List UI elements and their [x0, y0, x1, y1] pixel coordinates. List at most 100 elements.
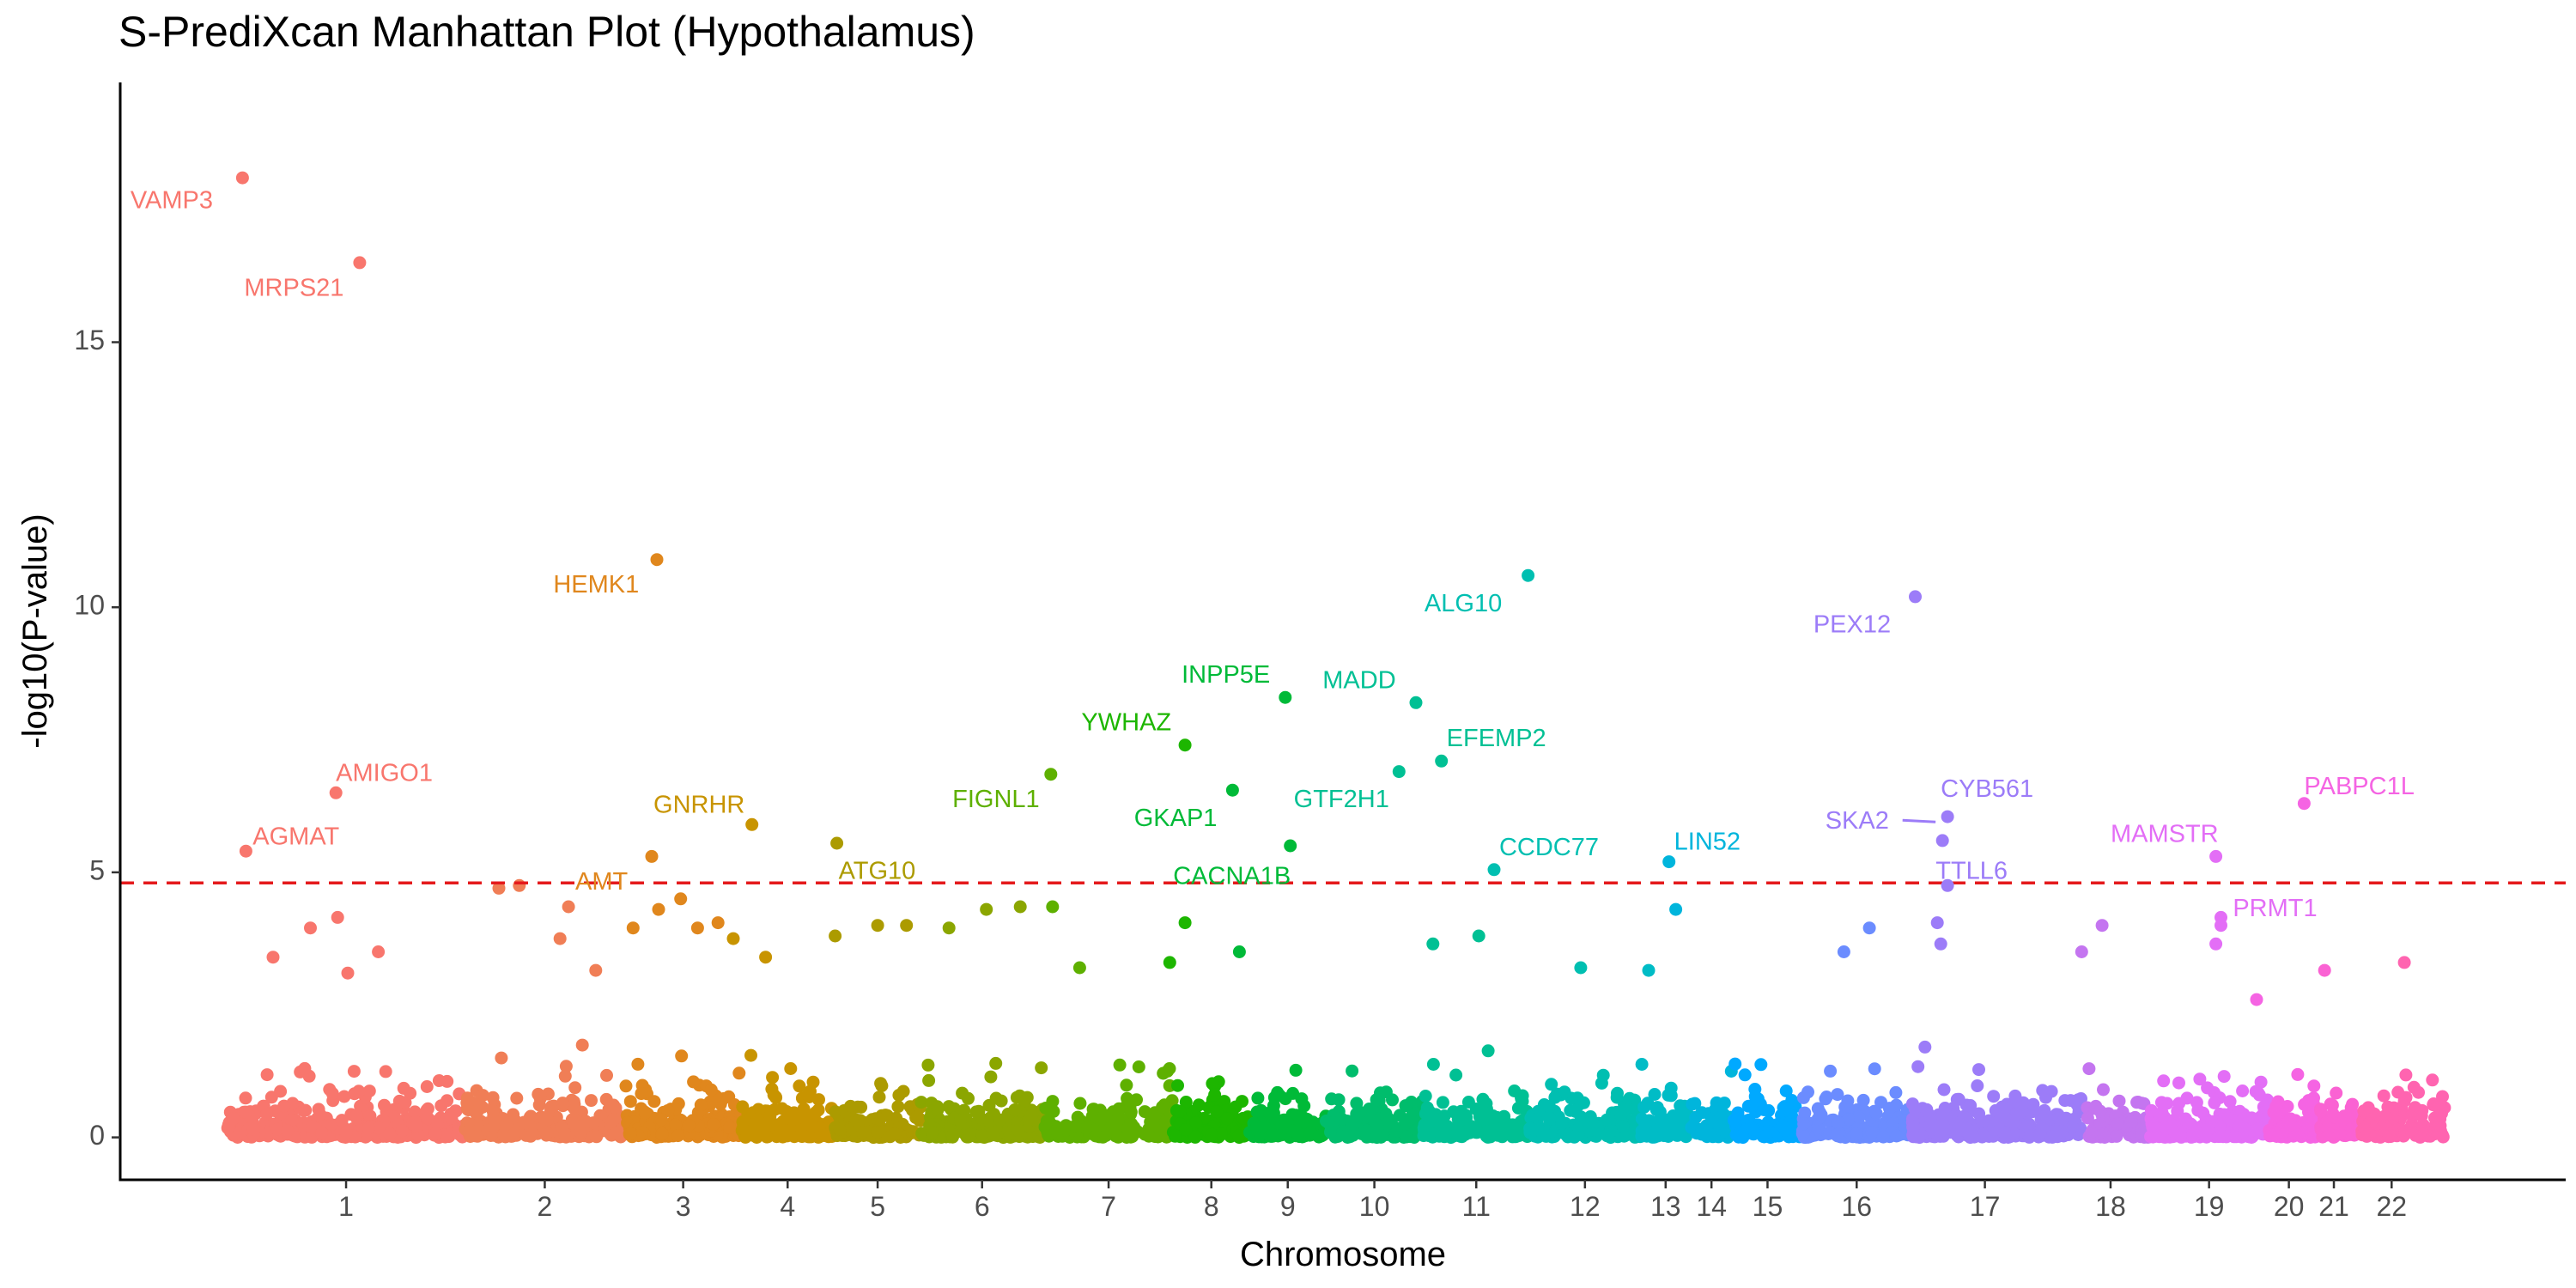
snp-point: [2071, 1093, 2085, 1107]
snp-point: [1374, 1086, 1387, 1100]
x-tick-label: 2: [538, 1191, 553, 1222]
snp-point: [285, 1114, 299, 1127]
snp-point: [1890, 1129, 1904, 1143]
snp-point: [299, 1103, 313, 1117]
snp-point: [1923, 1111, 1937, 1125]
snp-point: [590, 1130, 604, 1144]
snp-point: [982, 1098, 996, 1112]
snp-point: [1035, 1061, 1048, 1075]
snp-point: [1842, 1113, 1855, 1127]
x-tick-label: 12: [1570, 1191, 1601, 1222]
gene-label-lin52: LIN52: [1674, 829, 1741, 856]
peak-point: [652, 902, 665, 916]
snp-point: [1908, 1103, 1922, 1116]
snp-point: [1832, 1116, 1845, 1130]
snp-point: [635, 1087, 648, 1101]
gene-label-pabpc1l: PABPC1L: [2304, 773, 2414, 800]
snp-point: [1524, 1111, 1538, 1125]
snp-point: [1610, 1091, 1624, 1104]
snp-point: [306, 1120, 319, 1133]
snp-point: [1964, 1099, 1978, 1112]
snp-point: [647, 1095, 661, 1109]
snp-point: [1367, 1114, 1381, 1127]
gene-point-vamp3: [235, 171, 249, 185]
snp-point: [408, 1105, 422, 1119]
snp-point: [383, 1127, 397, 1141]
snp-point: [2191, 1103, 2205, 1117]
peak-point: [513, 878, 526, 892]
snp-point: [833, 1123, 847, 1136]
snp-point: [2093, 1117, 2107, 1131]
snp-point: [1400, 1130, 1413, 1144]
x-tick-label: 22: [2376, 1191, 2407, 1222]
snp-point: [1801, 1085, 1814, 1099]
snp-point: [1856, 1093, 1870, 1107]
snp-point: [1025, 1109, 1039, 1122]
snp-point: [1086, 1103, 1100, 1116]
snp-point: [1796, 1127, 1810, 1141]
gene-label-alg10: ALG10: [1425, 590, 1502, 617]
snp-point: [947, 1102, 961, 1115]
gene-point-atg10: [830, 836, 844, 850]
snp-point: [2217, 1070, 2231, 1084]
snp-point: [2254, 1075, 2268, 1089]
snp-point: [410, 1120, 423, 1133]
snp-point: [993, 1113, 1007, 1127]
y-axis-title: -log10(P-value): [16, 513, 54, 748]
snp-point: [1785, 1094, 1799, 1107]
snp-point: [1335, 1112, 1348, 1126]
snp-point: [1120, 1078, 1133, 1092]
snp-point: [1157, 1066, 1170, 1080]
snp-point: [1324, 1125, 1337, 1139]
snp-point: [1481, 1044, 1495, 1058]
snp-point: [298, 1061, 312, 1075]
snp-point: [945, 1128, 959, 1142]
snp-point: [2436, 1090, 2449, 1103]
snp-point: [909, 1111, 923, 1125]
peak-point: [589, 963, 603, 977]
gene-label-gtf2h1: GTF2H1: [1294, 786, 1389, 813]
snp-point: [1728, 1057, 1742, 1071]
snp-point: [1638, 1116, 1652, 1130]
snp-point: [1713, 1120, 1727, 1133]
snp-point: [1911, 1060, 1925, 1073]
snp-point: [495, 1051, 508, 1065]
snp-point: [2397, 1126, 2410, 1139]
snp-point: [1438, 1127, 1452, 1141]
snp-point: [1906, 1120, 1920, 1133]
snp-point: [1046, 1095, 1060, 1109]
snp-point: [2097, 1083, 2110, 1097]
snp-point: [1761, 1115, 1775, 1129]
snp-point: [395, 1124, 409, 1138]
gene-point-gtf2h1: [1392, 765, 1406, 779]
snp-point: [872, 1091, 886, 1104]
snp-point: [2251, 1122, 2264, 1136]
gene-point-gnrhr: [745, 817, 759, 831]
gene-point-cyb561: [1941, 810, 1954, 823]
snp-point: [1748, 1090, 1762, 1103]
chart-title: S-PrediXcan Manhattan Plot (Hypothalamus…: [118, 8, 975, 56]
snp-point: [805, 1110, 818, 1124]
snp-point: [1173, 1104, 1187, 1118]
snp-point: [984, 1070, 998, 1084]
snp-point: [2149, 1129, 2163, 1143]
snp-point: [1291, 1127, 1304, 1140]
x-tick-label: 18: [2095, 1191, 2126, 1222]
gene-point-amigo1: [329, 786, 343, 799]
snp-point: [1947, 1109, 1960, 1123]
snp-point: [1600, 1113, 1613, 1127]
snp-point: [2428, 1111, 2441, 1125]
snp-point: [537, 1111, 550, 1125]
snp-point: [574, 1125, 587, 1139]
snp-point: [2172, 1076, 2185, 1090]
snp-point: [556, 1097, 569, 1110]
snp-point: [586, 1116, 600, 1130]
snp-point: [363, 1109, 377, 1123]
snp-point: [1250, 1120, 1263, 1133]
snp-point: [1543, 1112, 1557, 1126]
snp-point: [687, 1075, 701, 1089]
gene-point-ywhaz: [1178, 738, 1192, 752]
snp-point: [1171, 1078, 1184, 1092]
gene-point-mamstr: [2209, 849, 2223, 863]
peak-point: [2397, 956, 2411, 969]
